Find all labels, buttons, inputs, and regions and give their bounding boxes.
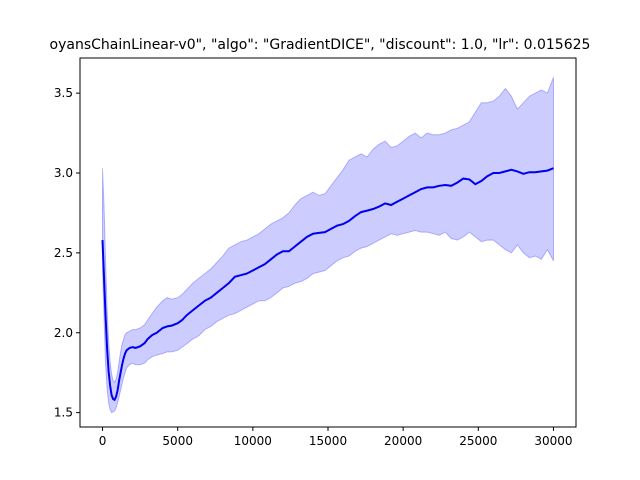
x-tick-label: 0 bbox=[99, 434, 107, 448]
x-tick-label: 10000 bbox=[234, 434, 272, 448]
y-tick-label: 2.0 bbox=[54, 326, 73, 340]
mean-line bbox=[101, 167, 554, 402]
y-tick-label: 1.5 bbox=[54, 406, 73, 420]
x-tick-label: 25000 bbox=[459, 434, 497, 448]
y-tick-label: 3.0 bbox=[54, 166, 73, 180]
x-axis: 0 5000 10000 15000 20000 25000 30000 bbox=[99, 427, 573, 448]
plot-area bbox=[79, 57, 577, 428]
x-tick-label: 20000 bbox=[384, 434, 422, 448]
confidence-band bbox=[102, 77, 554, 414]
y-tick-label: 3.5 bbox=[54, 86, 73, 100]
x-tick-label: 30000 bbox=[534, 434, 572, 448]
y-tick-label: 2.5 bbox=[54, 246, 73, 260]
chart-title: oyansChainLinear-v0", "algo": "GradientD… bbox=[50, 37, 591, 53]
y-axis: 1.5 2.0 2.5 3.0 3.5 bbox=[54, 86, 80, 420]
x-tick-label: 5000 bbox=[162, 434, 193, 448]
x-tick-label: 15000 bbox=[309, 434, 347, 448]
